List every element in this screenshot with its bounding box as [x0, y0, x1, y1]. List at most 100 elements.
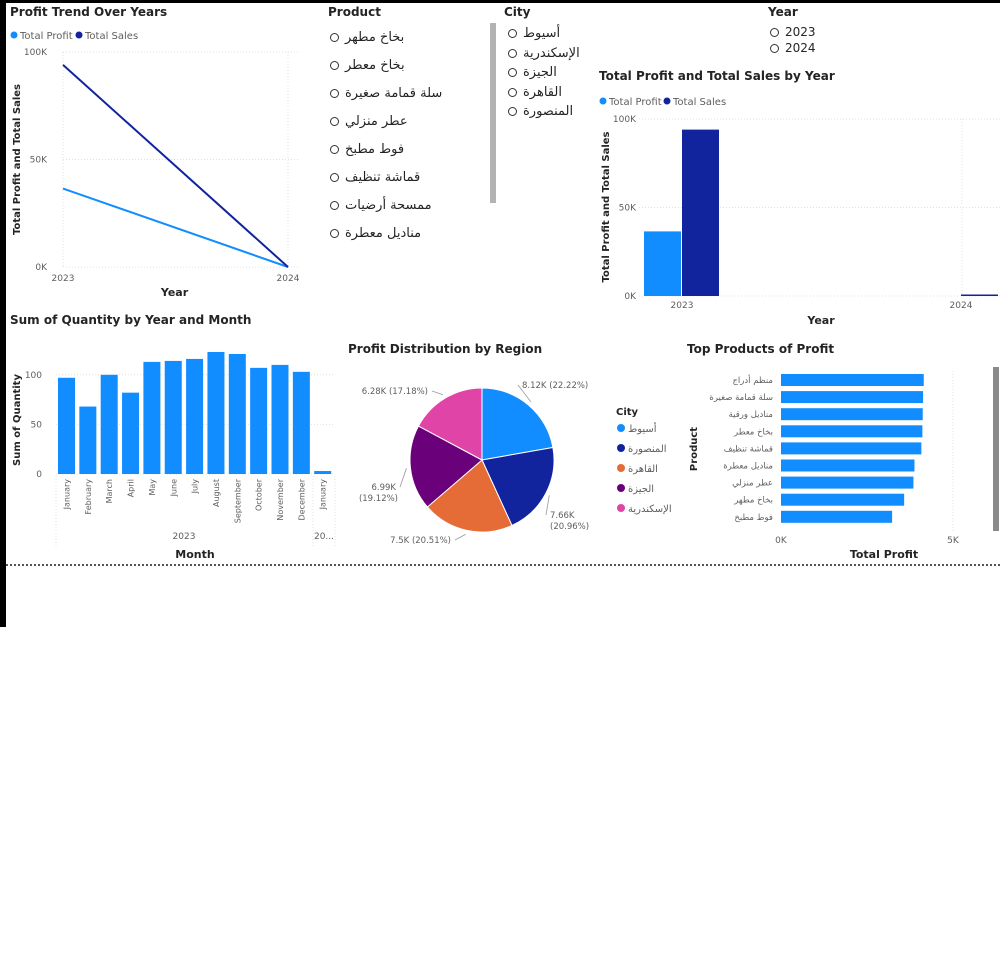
radio-button-icon[interactable] [508, 68, 517, 77]
radio-button-icon[interactable] [770, 27, 779, 37]
pie-slice[interactable] [481, 446, 555, 527]
quantity-bar[interactable] [58, 377, 75, 474]
radio-button-icon[interactable] [330, 117, 339, 126]
quantity-bar[interactable] [228, 353, 246, 474]
y-tick-label: 50 [31, 420, 43, 430]
quantity-bar[interactable] [164, 360, 182, 474]
quantity-bar[interactable] [250, 367, 268, 474]
product-slicer-item[interactable]: بخاخ مطهر [330, 30, 404, 45]
quantity-bar[interactable] [186, 358, 204, 474]
city-slicer-item[interactable]: الإسكندرية [508, 46, 580, 61]
profit-trend-chart[interactable]: Total Profit Total Sales 0K 50K 100K 2023 2024… [8, 4, 308, 304]
quantity-bar[interactable] [207, 351, 225, 474]
product-slicer-item[interactable]: سلة قمامة صغيرة [330, 86, 442, 101]
product-slicer-item[interactable]: فوط مطبخ [330, 142, 404, 157]
quantity-bar[interactable] [100, 374, 118, 474]
radio-button-icon[interactable] [330, 145, 339, 154]
profit-region-legend[interactable]: City أسيوط المنصورة القاهرة الجيزة الإسكندرية [616, 407, 672, 515]
product-profit-bar[interactable] [781, 493, 905, 506]
quantity-bar[interactable] [271, 364, 289, 474]
product-slicer[interactable]: Product بخاخ مطهر بخاخ معطر سلة قمامة صغير… [326, 4, 486, 254]
quantity-month-chart[interactable]: 0 50 100 January February March April May June Ju… [8, 310, 338, 565]
product-profit-bar[interactable] [781, 391, 924, 404]
x-tick-label: June [169, 479, 178, 498]
city-slicer-scrollbar[interactable] [490, 23, 496, 203]
city-slicer-item[interactable]: القاهرة [508, 85, 562, 100]
year-slicer-item[interactable]: 2023 [770, 25, 816, 39]
radio-button-icon[interactable] [330, 229, 339, 238]
product-profit-bar[interactable] [781, 374, 924, 386]
product-profit-bar[interactable] [781, 442, 922, 455]
total-profit-line[interactable] [62, 187, 289, 268]
radio-button-icon[interactable] [330, 201, 339, 210]
radio-button-icon[interactable] [508, 87, 517, 97]
x-tick-label: February [84, 479, 93, 515]
radio-button-icon[interactable] [508, 107, 517, 116]
product-slicer-item[interactable]: بخاخ معطر [330, 58, 405, 73]
profit-region-visual[interactable]: Profit Distribution by Region 8.12K (22.… [346, 338, 682, 563]
total-profit-bar-2023[interactable] [644, 231, 681, 296]
top-products-scrollbar[interactable] [993, 367, 999, 531]
total-sales-bar-2023[interactable] [682, 129, 719, 296]
year-slicer[interactable]: Year 2023 2024 [766, 4, 886, 64]
top-products-chart[interactable]: منظم أدراج سلة قمامة صغيرة مناديل ورقية بخا… [684, 338, 1000, 564]
legend-entry: القاهرة [628, 464, 658, 475]
window-left-border [0, 0, 6, 627]
profit-sales-year-chart[interactable]: Total Profit Total Sales 0K 50K 100K 2023 2024… [596, 66, 1000, 330]
x-tick-label: May [148, 479, 157, 496]
quantity-bar[interactable] [314, 471, 332, 474]
radio-button-icon[interactable] [330, 33, 339, 42]
pie-leader-line [545, 495, 550, 516]
product-profit-bar[interactable] [781, 510, 893, 523]
quantity-month-title: Sum of Quantity by Year and Month [10, 313, 252, 327]
radio-button-icon[interactable] [508, 29, 517, 38]
quantity-bar[interactable] [122, 392, 140, 474]
profit-trend-visual[interactable]: Profit Trend Over Years Total Profit Tota… [8, 4, 308, 304]
product-slicer-item[interactable]: عطر منزلي [330, 114, 408, 129]
radio-button-icon[interactable] [770, 43, 779, 53]
pie-leader-line [454, 533, 466, 541]
y-tick-label: سلة قمامة صغيرة [709, 393, 773, 403]
radio-button-icon[interactable] [330, 61, 339, 70]
profit-sales-year-visual[interactable]: Total Profit and Total Sales by Year Tot… [596, 66, 1000, 330]
profit-sales-year-legend[interactable]: Total Profit Total Sales [599, 97, 727, 108]
profit-region-chart[interactable]: 8.12K (22.22%) 7.66K(20.96%) 7.5K (20.51%)… [346, 338, 682, 563]
city-slicer-item[interactable]: الجيزة [508, 65, 557, 80]
quantity-bar[interactable] [143, 361, 161, 474]
quantity-bar[interactable] [79, 406, 97, 474]
product-slicer-item[interactable]: ممسحة أرضيات [330, 198, 432, 213]
city-slicer-item-label: الإسكندرية [523, 45, 580, 61]
city-slicer[interactable]: City أسيوط الإسكندرية الجيزة القاهرة المنصور… [488, 4, 588, 214]
legend-entry: الجيزة [628, 484, 654, 495]
quantity-month-visual[interactable]: Sum of Quantity by Year and Month 0 50 100… [8, 310, 338, 565]
year-slicer-item[interactable]: 2024 [770, 41, 816, 55]
legend-marker-icon [617, 484, 625, 492]
radio-button-icon[interactable] [330, 89, 339, 98]
pie-slice[interactable] [481, 387, 554, 461]
quantity-bar[interactable] [292, 371, 310, 474]
product-slicer-item[interactable]: قماشة تنظيف [330, 170, 420, 185]
product-profit-bar[interactable] [781, 408, 923, 421]
profit-trend-legend[interactable]: Total Profit Total Sales [10, 31, 139, 42]
product-profit-bar[interactable] [781, 425, 923, 438]
pie-slice[interactable] [426, 459, 513, 533]
y-tick-label: منظم أدراج [732, 374, 773, 386]
pie-data-label: (20.96%) [550, 522, 589, 532]
product-profit-bar[interactable] [781, 459, 915, 472]
legend-marker-icon [617, 444, 625, 452]
city-slicer-item[interactable]: أسيوط [508, 26, 560, 41]
pie-slice[interactable] [409, 425, 483, 508]
total-sales-bar-2024[interactable] [961, 294, 998, 297]
product-profit-bar[interactable] [781, 476, 914, 489]
x-tick-label: November [276, 478, 285, 520]
pie-slice[interactable] [417, 387, 483, 461]
total-sales-line[interactable] [62, 64, 289, 268]
radio-button-icon[interactable] [330, 173, 339, 182]
y-tick-label: 100 [25, 371, 42, 381]
radio-button-icon[interactable] [508, 48, 517, 58]
legend-entry: الإسكندرية [628, 504, 672, 515]
city-slicer-item[interactable]: المنصورة [508, 104, 573, 119]
top-products-visual[interactable]: Top Products of Profit منظم أدراج سلة قما… [684, 338, 1000, 564]
product-slicer-item[interactable]: مناديل معطرة [330, 226, 421, 241]
x-tick-label: July [191, 479, 200, 495]
